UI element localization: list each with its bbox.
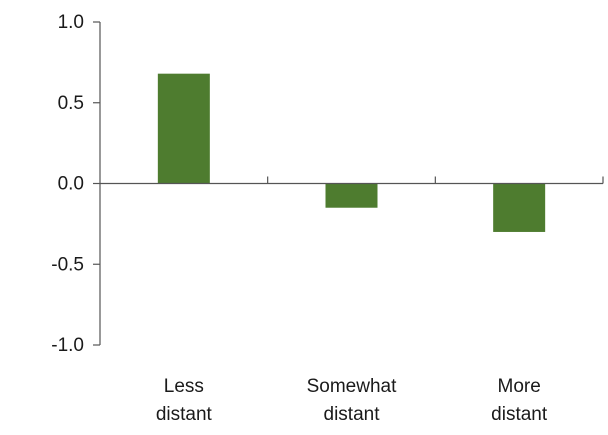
x-category-label: distant <box>156 404 213 425</box>
y-tick-label: 1.0 <box>58 12 84 33</box>
bar <box>493 183 546 232</box>
y-tick-label: 0.0 <box>58 174 84 195</box>
y-tick-label: -0.5 <box>51 254 84 275</box>
y-tick-label: -1.0 <box>51 335 84 356</box>
x-category-label: distant <box>324 404 381 425</box>
y-axis: 1.0 0.5 0.0 -0.5 -1.0 <box>51 12 101 356</box>
bar <box>157 73 210 184</box>
bars <box>157 73 546 232</box>
x-category-label: Less <box>164 376 204 397</box>
y-tick-label: 0.5 <box>58 93 84 114</box>
x-category-label: Somewhat <box>307 376 397 397</box>
x-axis: Less distant Somewhat distant More distant <box>100 176 604 425</box>
bar <box>325 183 378 208</box>
x-category-label: distant <box>491 404 548 425</box>
x-category-label: More <box>498 376 541 397</box>
